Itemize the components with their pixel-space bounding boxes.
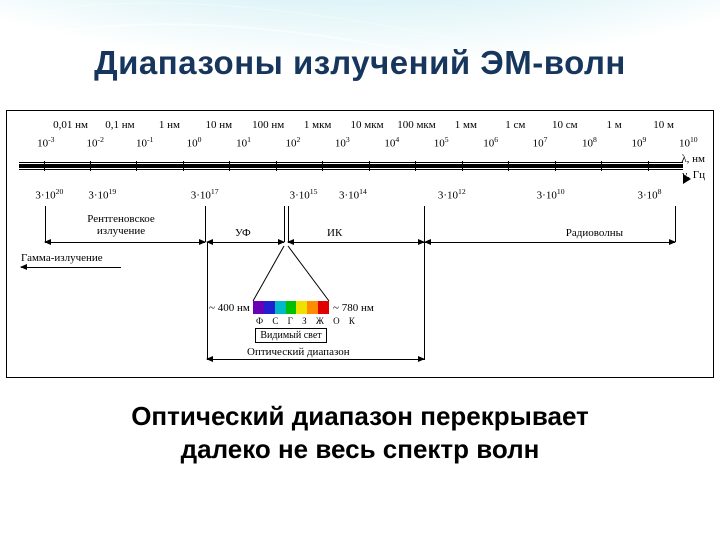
lambda-tick: 1010 — [679, 135, 698, 150]
visible-light-label: Видимый свет — [255, 328, 327, 343]
caption-line1: Оптический диапазон перекрывает — [131, 401, 589, 431]
unit-label: 1 м — [607, 119, 622, 131]
freq-tick: 3·1017 — [191, 187, 219, 202]
nu-axis-label: ν, Гц — [682, 169, 705, 181]
lambda-tick: 106 — [483, 135, 498, 150]
radio-band-label: Радиоволны — [566, 227, 623, 239]
caption-line2: далеко не весь спектр волн — [181, 434, 540, 464]
unit-label: 10 см — [552, 119, 578, 131]
visible-left-nm: ~ 400 нм — [209, 302, 250, 314]
xray-band-label: Рентгеновское излучение — [61, 213, 181, 237]
band-divider — [675, 206, 676, 242]
freq-tick: 3·1020 — [35, 187, 63, 202]
freq-tick: 3·1010 — [537, 187, 565, 202]
lambda-tick: 100 — [187, 135, 202, 150]
lambda-tick: 10-2 — [87, 135, 104, 150]
visible-right-nm: ~ 780 нм — [333, 302, 374, 314]
unit-label: 1 нм — [159, 119, 180, 131]
page-title: Диапазоны излучений ЭМ-волн — [0, 0, 720, 82]
unit-label: 10 мкм — [351, 119, 384, 131]
xray-band-arrow — [45, 242, 205, 243]
lambda-tick: 103 — [335, 135, 350, 150]
optical-left-line — [207, 242, 208, 360]
ir-band-arrow — [288, 242, 424, 243]
lambda-tick: 109 — [631, 135, 646, 150]
unit-label: 10 нм — [205, 119, 232, 131]
freq-tick: 3·1012 — [438, 187, 466, 202]
lambda-tick: 104 — [384, 135, 399, 150]
xray-band-line2: излучение — [97, 225, 145, 237]
optical-range-label: Оптический диапазон — [247, 346, 350, 358]
caption: Оптический диапазон перекрывает далеко н… — [0, 400, 720, 467]
optical-range-arrow — [207, 359, 424, 360]
lambda-axis-label: λ, нм — [681, 153, 705, 165]
uv-band-label: УФ — [235, 227, 251, 239]
lambda-tick: 101 — [236, 135, 251, 150]
unit-label: 0,01 нм — [53, 119, 88, 131]
freq-tick: 3·1015 — [290, 187, 318, 202]
visible-range-connectors — [7, 111, 713, 377]
spectrum-color — [286, 301, 297, 314]
spectrum-color — [296, 301, 307, 314]
spectrum-color — [264, 301, 275, 314]
unit-label: 100 нм — [252, 119, 284, 131]
optical-right-line — [424, 242, 425, 360]
unit-label: 1 мкм — [304, 119, 332, 131]
xray-band-line1: Рентгеновское — [87, 213, 155, 225]
uv-band-arrow — [207, 242, 284, 243]
ir-band-label: ИК — [327, 227, 342, 239]
band-divider — [205, 206, 206, 242]
unit-label: 1 мм — [455, 119, 477, 131]
gamma-band-label: Гамма-излучение — [21, 252, 103, 264]
band-divider — [45, 206, 46, 242]
radio-band-arrow — [425, 242, 675, 243]
em-spectrum-chart: 0,01 нм0,1 нм1 нм10 нм100 нм1 мкм10 мкм1… — [6, 110, 714, 378]
spectrum-color — [318, 301, 329, 314]
lambda-tick: 108 — [582, 135, 597, 150]
band-divider — [424, 206, 425, 242]
lambda-tick: 102 — [286, 135, 301, 150]
band-divider — [284, 206, 285, 242]
spectrum-color — [253, 301, 264, 314]
spectrum-color — [275, 301, 286, 314]
wavelength-axis — [19, 164, 683, 168]
unit-label: 10 м — [653, 119, 674, 131]
visible-spectrum-bar — [253, 301, 329, 314]
lambda-tick: 107 — [533, 135, 548, 150]
unit-label: 0,1 нм — [105, 119, 134, 131]
band-divider — [288, 206, 289, 242]
lambda-tick: 10-3 — [37, 135, 54, 150]
visible-color-letters: Ф С Г З Ж О К — [256, 316, 358, 326]
freq-tick: 3·1019 — [88, 187, 116, 202]
unit-label: 1 см — [505, 119, 525, 131]
freq-tick: 3·108 — [637, 187, 661, 202]
unit-label: 100 мкм — [397, 119, 436, 131]
lambda-tick: 10-1 — [136, 135, 153, 150]
gamma-band-arrow — [21, 267, 121, 268]
lambda-tick: 105 — [434, 135, 449, 150]
spectrum-color — [307, 301, 318, 314]
freq-tick: 3·1014 — [339, 187, 367, 202]
